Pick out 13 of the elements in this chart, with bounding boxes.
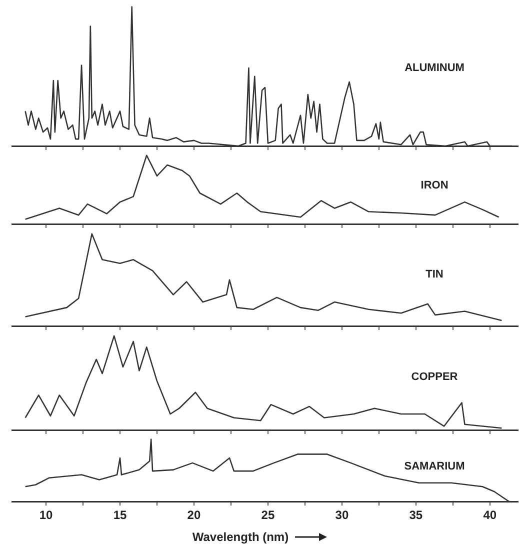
text: TIN [426, 268, 444, 280]
x-tick-label: 40 [483, 508, 497, 522]
x-axis-title: Wavelength (nm) [192, 530, 289, 544]
x-tick-label: 20 [187, 508, 201, 522]
text: ALUMINUM [404, 62, 464, 74]
series-label: COPPER [411, 371, 458, 384]
x-tick-label: 30 [335, 508, 349, 522]
x-tick-label: 25 [261, 508, 275, 522]
x-tick-label: 15 [113, 508, 127, 522]
series-label: IRON [420, 180, 448, 192]
series-label: SAMARIUM [404, 460, 465, 473]
x-tick-label: 35 [409, 508, 423, 522]
x-tick-label: 10 [39, 508, 54, 522]
